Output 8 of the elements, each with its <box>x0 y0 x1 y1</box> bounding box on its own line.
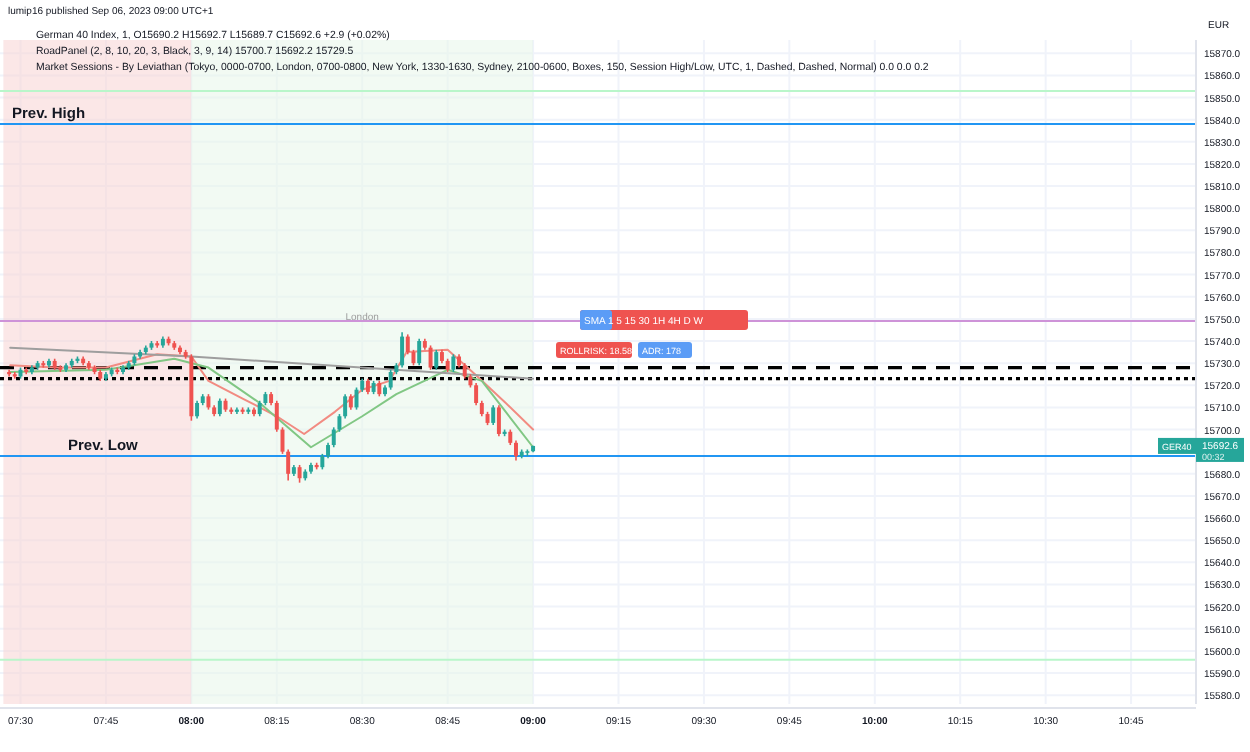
candlestick <box>417 338 422 367</box>
line-series <box>9 357 535 449</box>
candlestick <box>491 404 496 426</box>
candlestick <box>496 404 501 437</box>
candlestick <box>428 344 433 371</box>
candlestick <box>400 331 405 369</box>
candlestick <box>434 349 439 371</box>
candlestick <box>388 368 393 391</box>
